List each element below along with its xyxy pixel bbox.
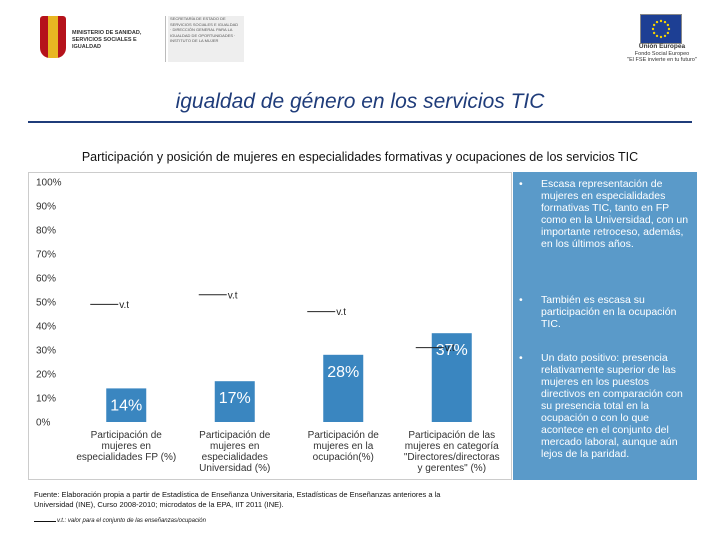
bar-value-label: 28% [327, 364, 359, 381]
eu-fund: Fondo Social Europeo [634, 50, 690, 57]
reference-label: v.t [119, 300, 129, 311]
summary-bullet: • Un dato positivo: presencia relativame… [519, 352, 693, 460]
category-label-line: especialidades FP (%) [76, 452, 176, 463]
bullet-text: Escasa representación de mujeres en espe… [541, 178, 689, 250]
source-note: Fuente: Elaboración propia a partir de E… [34, 490, 441, 509]
category-label-line: mujeres en la [313, 441, 373, 452]
page-title: igualdad de género en los servicios TIC [175, 90, 545, 113]
vt-line-sample [34, 521, 56, 522]
chart-subtitle: Participación y posición de mujeres en e… [81, 150, 639, 164]
y-tick-label: 30% [36, 346, 56, 357]
participation-bar-chart: 0% 10% 20% 30% 40% 50% 60% 70% 80% 90% 100% 14% v.t P… [28, 172, 512, 480]
y-tick-label: 100% [36, 178, 62, 189]
data-bar [214, 381, 255, 422]
category-label-line: Participación de [199, 430, 271, 441]
sub-org-box [168, 16, 244, 62]
y-tick-label: 70% [36, 250, 56, 261]
title-divider [28, 121, 692, 123]
y-tick-label: 20% [36, 370, 56, 381]
y-tick-label: 40% [36, 322, 56, 333]
eu-label-block: Unión Europea Fondo Social Europeo "El F… [622, 43, 702, 64]
bar-value-label: 37% [436, 342, 468, 359]
category-label: Participación de las mujeres en categoría… [404, 430, 500, 474]
category-label-line: mujeres en [102, 441, 151, 452]
category-label: Participación de mujeres en especialidades… [76, 430, 176, 463]
category-label-line: especialidades [202, 452, 268, 463]
reference-label: v.t [336, 307, 346, 318]
reference-label: v.t [445, 343, 455, 354]
bullet-marker: • [519, 294, 523, 306]
y-tick-label: 80% [36, 226, 56, 237]
reference-label: v.t [228, 290, 238, 301]
bar-value-label: 14% [110, 397, 142, 414]
y-tick-label: 90% [36, 202, 56, 213]
category-label-line: mujeres en categoría [405, 441, 499, 452]
data-bar [106, 388, 147, 422]
category-label-line: Participación de las [408, 430, 495, 441]
category-label: Participación de mujeres en especialidades… [199, 430, 271, 474]
bullet-marker: • [519, 178, 523, 190]
eu-flag-icon [640, 14, 682, 44]
y-tick-label: 60% [36, 274, 56, 285]
category-label-line: Universidad (%) [199, 463, 270, 474]
eu-label: Unión Europea [638, 43, 686, 50]
y-tick-label: 50% [36, 298, 56, 309]
vt-note-row: v.t.: valor para el conjunto de las ense… [34, 518, 206, 524]
category-label-line: mujeres en [210, 441, 259, 452]
ministry-name: MINISTERIO DE SANIDAD, SERVICIOS SOCIALE… [72, 30, 142, 50]
chart-frame [28, 172, 512, 480]
summary-bullet: • También es escasa su participación en … [519, 294, 693, 330]
bullet-text: Un dato positivo: presencia relativament… [541, 352, 683, 460]
sub-organization: SECRETARÍA DE ESTADO DE SERVICIOS SOCIAL… [170, 16, 239, 43]
category-label-line: Participación de [308, 430, 380, 441]
eu-motto: "El FSE invierte en tu futuro" [627, 57, 697, 63]
category-label-line: ocupación(%) [313, 452, 374, 463]
vt-note: v.t.: valor para el conjunto de las ense… [57, 518, 206, 524]
category-label-line: Participación de [91, 430, 163, 441]
category-label-line: y gerentes" (%) [417, 463, 486, 474]
summary-bullet: • Escasa representación de mujeres en es… [519, 178, 693, 250]
logo-divider [165, 16, 166, 62]
summary-panel: • Escasa representación de mujeres en es… [513, 172, 697, 480]
y-tick-label: 0% [36, 418, 51, 429]
bullet-text: También es escasa su participación en la… [541, 294, 677, 330]
spain-coat-of-arms-icon [40, 16, 66, 58]
bar-value-label: 17% [219, 390, 251, 407]
category-label-line: "Directores/directoras [404, 452, 500, 463]
category-label: Participación de mujeres en la ocupación(%… [308, 430, 380, 463]
bullet-marker: • [519, 352, 523, 364]
data-bar [323, 354, 364, 422]
y-tick-label: 10% [36, 394, 56, 405]
